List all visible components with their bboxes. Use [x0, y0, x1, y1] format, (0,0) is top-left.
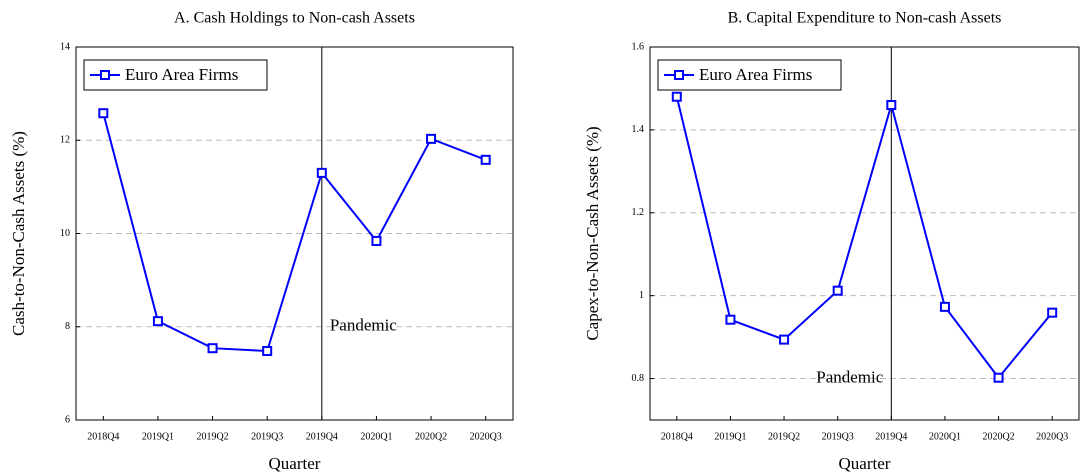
- point-marker: [779, 334, 790, 345]
- x-tick-label: 2019Q3: [822, 431, 854, 442]
- x-axis-title: Quarter: [269, 454, 321, 473]
- point-marker: [939, 301, 950, 312]
- x-tick-label: 2018Q4: [87, 431, 119, 442]
- point-marker: [426, 133, 437, 144]
- plot-frame: [649, 46, 1080, 421]
- annotation: Pandemic: [816, 367, 883, 386]
- y-tick-label: 1.4: [632, 124, 645, 135]
- point-marker: [207, 343, 218, 354]
- y-tick-label: 0.8: [632, 373, 645, 384]
- legend-marker: [674, 70, 684, 80]
- point-marker: [480, 154, 491, 165]
- x-tick-label: 2019Q4: [306, 431, 338, 442]
- x-tick-label: 2019Q1: [714, 431, 746, 442]
- x-axis-title: Quarter: [839, 454, 891, 473]
- point-marker: [671, 91, 682, 102]
- plot-frame: [75, 46, 514, 421]
- y-tick-label: 14: [60, 41, 70, 52]
- legend-label: Euro Area Firms: [699, 65, 812, 84]
- point-marker: [152, 316, 163, 327]
- point-marker: [262, 345, 273, 356]
- x-tick-label: 2019Q3: [251, 431, 283, 442]
- series-line: [102, 112, 487, 353]
- x-tick-label: 2020Q1: [360, 431, 392, 442]
- chart-title: A. Cash Holdings to Non-cash Assets: [174, 10, 415, 27]
- x-tick-label: 2019Q2: [196, 431, 228, 442]
- point-marker: [993, 372, 1004, 383]
- y-tick-label: 6: [65, 414, 70, 425]
- point-marker: [98, 108, 109, 119]
- chart-title: B. Capital Expenditure to Non-cash Asset…: [728, 10, 1002, 27]
- y-axis-title: Capex-to-Non-Cash Assets (%): [583, 126, 602, 340]
- x-tick-label: 2018Q4: [661, 431, 693, 442]
- legend-box: [83, 59, 268, 91]
- x-tick-label: 2020Q1: [929, 431, 961, 442]
- y-tick-label: 1.6: [632, 41, 645, 52]
- x-tick-label: 2019Q4: [875, 431, 907, 442]
- x-tick-label: 2020Q2: [415, 431, 447, 442]
- y-tick-label: 1: [639, 290, 644, 301]
- legend-marker: [100, 70, 110, 80]
- point-marker: [1047, 307, 1058, 318]
- annotation: Pandemic: [330, 316, 397, 335]
- x-tick-label: 2019Q1: [142, 431, 174, 442]
- x-tick-label: 2019Q2: [768, 431, 800, 442]
- y-tick-label: 1.2: [632, 207, 645, 218]
- x-tick-label: 2020Q3: [470, 431, 502, 442]
- y-axis-title: Cash-to-Non-Cash Assets (%): [9, 131, 28, 336]
- point-marker: [371, 235, 382, 246]
- series-line: [675, 96, 1053, 380]
- point-marker: [725, 314, 736, 325]
- x-tick-label: 2020Q3: [1036, 431, 1068, 442]
- point-marker: [316, 167, 327, 178]
- point-marker: [886, 100, 897, 111]
- legend-label: Euro Area Firms: [125, 65, 238, 84]
- point-marker: [832, 285, 843, 296]
- x-tick-label: 2020Q2: [982, 431, 1014, 442]
- y-tick-label: 10: [60, 228, 70, 239]
- y-tick-label: 12: [60, 135, 70, 146]
- y-tick-label: 8: [65, 321, 70, 332]
